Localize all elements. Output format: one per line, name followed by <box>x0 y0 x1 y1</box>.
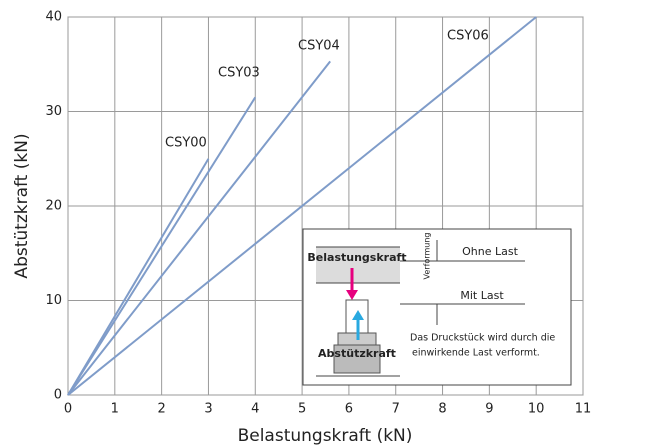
y-tick-label: 30 <box>45 104 62 119</box>
series-label: CSY03 <box>218 66 260 81</box>
y-tick-label: 0 <box>54 388 62 403</box>
x-tick-label: 11 <box>575 402 592 417</box>
x-tick-label: 7 <box>392 402 400 417</box>
x-tick-label: 4 <box>251 402 259 417</box>
y-axis-title: Abstützkraft (kN) <box>12 133 32 278</box>
series-label: CSY00 <box>165 136 207 151</box>
y-tick-label: 20 <box>45 199 62 214</box>
x-tick-label: 6 <box>345 402 353 417</box>
x-tick-label: 0 <box>64 402 72 417</box>
x-axis-title: Belastungskraft (kN) <box>238 426 413 446</box>
deformation-label: Verformung <box>423 233 432 280</box>
y-tick-label: 40 <box>45 10 62 25</box>
series-label: CSY04 <box>298 39 340 54</box>
x-tick-label: 2 <box>157 402 165 417</box>
load-label: Belastungskraft <box>307 251 406 264</box>
x-tick-label: 10 <box>528 402 545 417</box>
note-line: Das Druckstück wird durch die <box>410 333 555 344</box>
no-load-label: Ohne Last <box>462 245 518 258</box>
x-tick-label: 3 <box>204 402 212 417</box>
note-line: einwirkende Last verformt. <box>412 348 540 359</box>
series-label: CSY06 <box>447 29 489 44</box>
x-tick-label: 9 <box>485 402 493 417</box>
with-load-label: Mit Last <box>460 289 504 302</box>
inset: Belastungskraft Abstützkraft Verformung … <box>303 229 571 385</box>
support-label: Abstützkraft <box>318 347 396 360</box>
x-tick-label: 5 <box>298 402 306 417</box>
y-tick-label: 10 <box>45 293 62 308</box>
chart: Belastungskraft (kN) Abstützkraft (kN) B… <box>0 0 651 448</box>
x-tick-label: 1 <box>111 402 119 417</box>
x-tick-label: 8 <box>438 402 446 417</box>
